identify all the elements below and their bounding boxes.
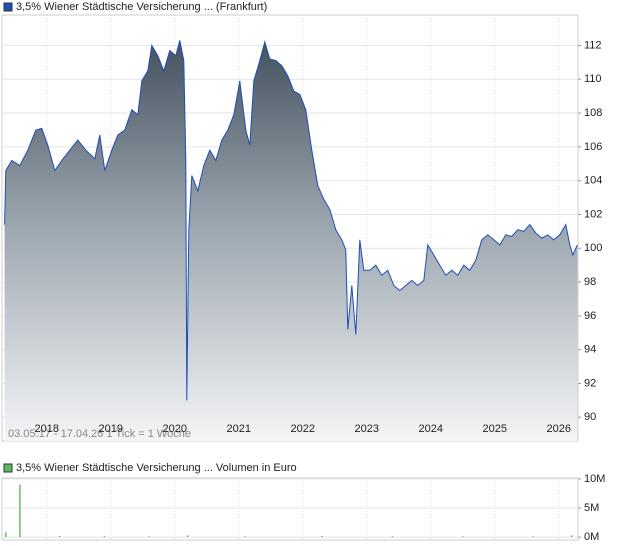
- bar: [103, 536, 106, 538]
- legend-swatch: [3, 2, 13, 12]
- bar: [148, 536, 150, 538]
- bar: [5, 532, 7, 538]
- bar: [462, 536, 464, 538]
- x-tick-label: 2019: [99, 423, 123, 435]
- bar: [321, 535, 323, 538]
- area: [4, 40, 578, 442]
- y-tick-label: 90: [584, 411, 596, 423]
- y-tick-label: 100: [584, 242, 602, 254]
- volume-frame: [1, 477, 579, 541]
- legend-label: 3,5% Wiener Städtische Versicherung ... …: [16, 1, 267, 13]
- bar: [19, 484, 21, 538]
- y-tick-label: 112: [584, 39, 602, 51]
- line: [4, 40, 578, 401]
- y-tick-label: 98: [584, 276, 596, 288]
- x-tick-label: 2022: [291, 423, 315, 435]
- legend-label: 3,5% Wiener Städtische Versicherung ... …: [16, 462, 297, 474]
- x-tick-label: 2020: [163, 423, 187, 435]
- x-tick-label: 2025: [483, 423, 507, 435]
- y-tick-label: 96: [584, 310, 596, 322]
- y-tick-label: 5M: [584, 502, 599, 514]
- bar: [570, 535, 573, 538]
- y-tick-label: 102: [584, 208, 602, 220]
- x-tick-label: 2021: [227, 423, 251, 435]
- bar: [244, 536, 246, 538]
- y-tick-label: 104: [584, 175, 602, 187]
- y-tick-label: 108: [584, 107, 602, 119]
- bar: [58, 535, 61, 538]
- y-tick-label: 92: [584, 377, 596, 389]
- x-tick-label: 2018: [35, 423, 59, 435]
- y-tick-label: 106: [584, 141, 602, 153]
- x-tick-label: 2026: [547, 423, 571, 435]
- annotation: 03.05.17 - 17.04.26 1 Tick = 1 Woche: [8, 428, 191, 440]
- legend-swatch: [3, 463, 13, 473]
- bar: [186, 535, 189, 538]
- x-tick-label: 2024: [419, 423, 443, 435]
- y-tick-label: 0M: [584, 531, 599, 543]
- bar: [391, 536, 394, 538]
- y-tick-label: 110: [584, 73, 602, 85]
- x-tick-label: 2023: [355, 423, 379, 435]
- y-tick-label: 10M: [584, 473, 605, 485]
- bar: [532, 536, 534, 538]
- y-tick-label: 94: [584, 344, 596, 356]
